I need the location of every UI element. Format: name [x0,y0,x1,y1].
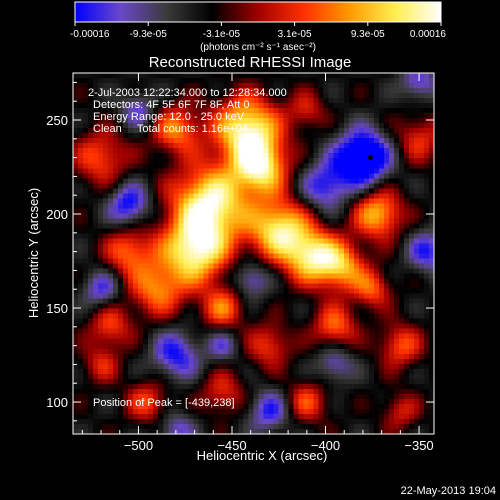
y-tick-label: 100 [46,395,68,410]
footer-timestamp: 22-May-2013 19:04 [401,485,496,497]
x-axis-label: Heliocentric X (arcsec) [197,448,328,463]
y-tick-label: 250 [46,113,68,128]
colorbar-unit-label: (photons cm⁻² s⁻¹ asec⁻²) [200,42,316,53]
colorbar: -0.00016 -9.3e-05 -3.1e-05 3.1e-05 9.3e-05 0.… [70,1,446,53]
y-axis-label: Heliocentric Y (arcsec) [26,188,41,318]
peak-position-label: Position of Peak = [-439,238] [93,397,235,409]
colorbar-tick-label: 3.1e-05 [278,29,312,40]
y-tick-label: 150 [46,301,68,316]
colorbar-ticks: -0.00016 -9.3e-05 -3.1e-05 3.1e-05 9.3e-05 0.… [70,22,446,40]
plot-frame [72,72,435,435]
y-axis-ticks: 100 150 200 250 [46,81,434,422]
x-tick-label: −500 [124,438,153,453]
x-tick-label: −350 [404,438,433,453]
colorbar-tick-label: -3.1e-05 [203,29,241,40]
colorbar-tick-label: 9.3e-05 [351,29,385,40]
x-tick-label: −450 [217,438,246,453]
annotation-time-range: 2-Jul-2003 12:22:34.000 to 12:28:34.000 [88,87,287,99]
annotation-energy-range: Energy Range: 12.0 - 25.0 keV [93,111,245,123]
y-tick-label: 200 [46,207,68,222]
colorbar-tick-label: -9.3e-05 [130,29,168,40]
peak-marker [367,155,373,161]
x-tick-label: −400 [311,438,340,453]
colorbar-tick-label: -0.00016 [70,29,110,40]
chart-title: Reconstructed RHESSI Image [149,54,352,71]
annotation-clean-counts: Clean Total counts: 1.16e+04 [93,123,248,135]
annotation-detectors: Detectors: 4F 5F 6F 7F 8F, Att 0 [93,99,250,111]
x-axis-ticks: −500 −450 −400 −350 [81,73,434,453]
heatmap-image [73,73,434,434]
colorbar-tick-label: 0.00016 [410,29,447,40]
colorbar-strip [74,1,442,23]
annotation-block: 2-Jul-2003 12:22:34.000 to 12:28:34.000 … [88,87,287,135]
